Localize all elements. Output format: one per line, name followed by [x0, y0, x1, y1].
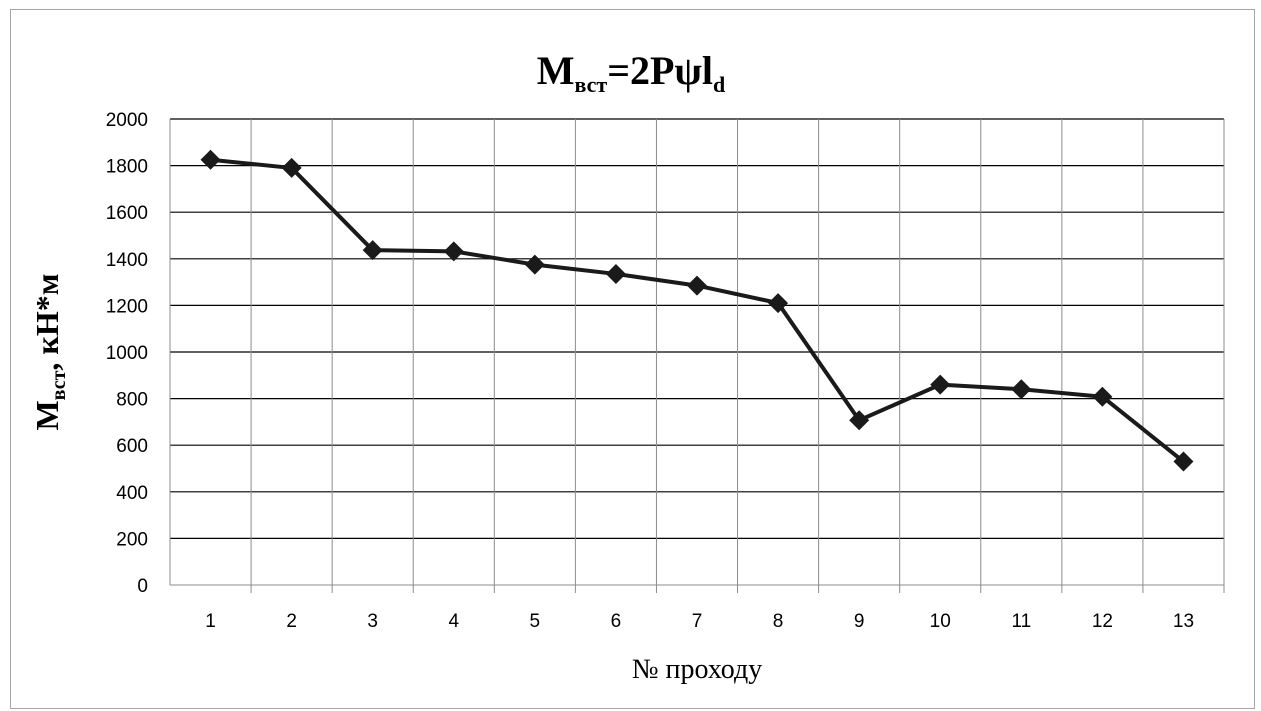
- y-tick-label: 800: [116, 390, 148, 411]
- x-tick-label: 4: [448, 611, 459, 632]
- data-point-marker: [1092, 386, 1113, 407]
- y-tick-label: 600: [116, 436, 148, 457]
- x-tick-label: 5: [530, 611, 541, 632]
- data-point-marker: [768, 293, 789, 314]
- y-tick-label: 2000: [106, 110, 148, 131]
- series-line: [210, 157, 1185, 464]
- x-tick-label: 8: [773, 611, 784, 632]
- y-tick-label: 1600: [106, 203, 148, 224]
- x-tick-label: 13: [1173, 611, 1194, 632]
- data-point-marker: [362, 240, 383, 261]
- data-point-marker: [443, 241, 464, 262]
- data-point-marker: [281, 157, 302, 178]
- x-tick-label: 9: [854, 611, 865, 632]
- chart-frame: [10, 9, 1255, 709]
- x-tick-label: 1: [205, 611, 216, 632]
- data-point-marker: [200, 149, 221, 170]
- x-tick-label: 11: [1011, 611, 1031, 632]
- y-tick-label: 200: [116, 529, 148, 550]
- x-tick-label: 2: [286, 611, 297, 632]
- data-point-marker: [1173, 451, 1194, 472]
- data-point-marker: [849, 410, 870, 431]
- data-point-marker: [524, 254, 545, 275]
- y-axis-title: Mвст, кН*м: [29, 273, 70, 430]
- x-tick-label: 3: [367, 611, 378, 632]
- y-tick-label: 0: [137, 576, 148, 597]
- data-point-marker: [930, 374, 951, 395]
- data-point-marker: [605, 263, 626, 284]
- chart-title: Mвст=2Pψld: [537, 48, 726, 97]
- x-tick-label: 10: [930, 611, 951, 632]
- x-tick-label: 6: [611, 611, 622, 632]
- y-tick-label: 400: [116, 483, 148, 504]
- series-layer: [200, 149, 1194, 472]
- x-axis-title: № проходу: [632, 654, 762, 685]
- y-tick-label: 1200: [106, 296, 148, 317]
- grid-layer: [169, 118, 1225, 593]
- y-tick-label: 1000: [106, 343, 148, 364]
- y-tick-label: 1400: [106, 250, 148, 271]
- data-point-marker: [1011, 379, 1032, 400]
- x-tick-label: 7: [692, 611, 703, 632]
- data-point-marker: [687, 275, 707, 296]
- y-tick-label: 1800: [106, 157, 148, 178]
- x-tick-label: 12: [1092, 611, 1113, 632]
